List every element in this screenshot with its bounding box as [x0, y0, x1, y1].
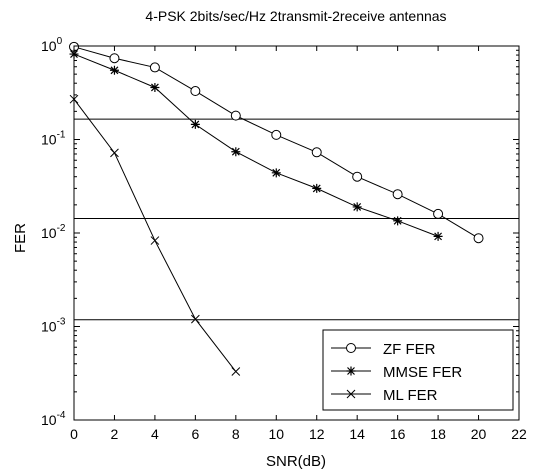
- series-line: [73, 98, 237, 372]
- x-tick-label: 4: [151, 426, 159, 442]
- chart-title: 4-PSK 2bits/sec/Hz 2transmit-2receive an…: [145, 8, 446, 24]
- data-point: [311, 147, 322, 158]
- data-point: [191, 314, 200, 324]
- series-circle: [69, 41, 484, 244]
- data-point: [109, 53, 120, 64]
- x-tick-label: 6: [191, 426, 199, 442]
- x-tick-label: 16: [390, 426, 406, 442]
- legend-marker: [346, 389, 356, 399]
- series-x: [69, 94, 241, 376]
- legend-entry: MMSE FER: [331, 364, 462, 381]
- x-tick-label: 12: [309, 426, 325, 442]
- legend-entry: ZF FER: [331, 341, 436, 358]
- x-tick-label: 20: [471, 426, 487, 442]
- y-axis: 100 10-1 10-2 10-3 10-4: [41, 36, 519, 428]
- legend-marker: [346, 343, 356, 353]
- data-point: [433, 208, 444, 219]
- y-tick-label: 10-1: [41, 130, 66, 148]
- data-point: [473, 233, 484, 244]
- data-point: [392, 189, 403, 200]
- legend-box: [322, 329, 514, 411]
- x-tick-label: 8: [232, 426, 240, 442]
- y-tick-label: 10-4: [41, 410, 66, 428]
- x-axis: 0 2 4 6 8 10 12 14 16 18 20 22: [70, 46, 527, 442]
- gridlines: [74, 118, 519, 321]
- y-tick-label: 10-2: [41, 223, 66, 241]
- data-point: [433, 231, 443, 241]
- series-layer: [69, 41, 484, 376]
- data-point: [352, 171, 363, 182]
- data-point: [109, 65, 119, 75]
- x-tick-label: 14: [349, 426, 365, 442]
- x-tick-label: 10: [268, 426, 284, 442]
- x-tick-label: 0: [70, 426, 78, 442]
- x-tick-label: 2: [111, 426, 119, 442]
- data-point: [230, 110, 241, 121]
- data-point: [190, 86, 201, 97]
- x-tick-label: 22: [511, 426, 527, 442]
- data-point: [393, 216, 403, 226]
- y-tick-label: 10-3: [41, 317, 66, 335]
- y-axis-label: FER: [12, 223, 29, 253]
- legend-label: MMSE FER: [383, 364, 462, 381]
- series-asterisk: [69, 49, 443, 241]
- data-point: [271, 168, 281, 178]
- x-axis-label: SNR(dB): [266, 453, 326, 470]
- data-point: [312, 183, 322, 193]
- data-point: [231, 367, 241, 376]
- legend-entry: ML FER: [331, 387, 438, 404]
- legend-marker: [346, 366, 356, 376]
- series-line: [73, 46, 479, 239]
- data-point: [271, 129, 282, 140]
- legend-label: ML FER: [383, 387, 438, 404]
- legend-label: ZF FER: [383, 341, 436, 358]
- data-point: [150, 236, 160, 245]
- data-point: [231, 147, 241, 157]
- data-point: [149, 62, 160, 73]
- series-line: [73, 53, 439, 237]
- data-point: [150, 82, 160, 92]
- data-point: [352, 202, 362, 212]
- x-tick-label: 18: [430, 426, 446, 442]
- legend: ZF FER MMSE FER ML FER: [322, 329, 514, 411]
- data-point: [110, 148, 119, 158]
- data-point: [190, 119, 200, 129]
- y-tick-label: 100: [41, 36, 63, 54]
